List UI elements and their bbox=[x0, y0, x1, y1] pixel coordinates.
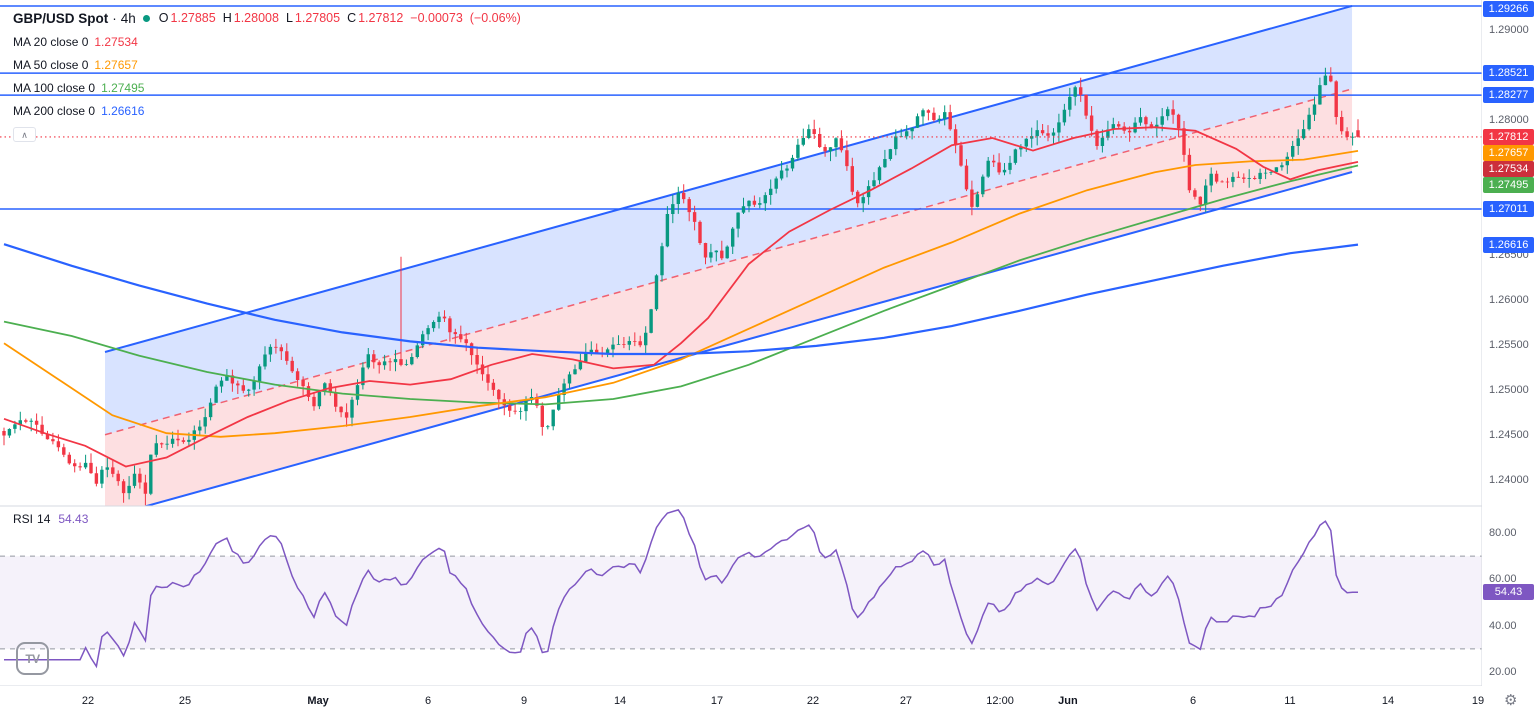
price-change-pct: (−0.06%) bbox=[469, 11, 521, 25]
time-axis[interactable]: ⚙ 22 25 May 6 9 14 17 22 27 12:00 Jun 6 11 14 19 bbox=[0, 686, 1536, 716]
price-axis-badge: 1.26616 bbox=[1483, 236, 1534, 253]
ma-legend-row[interactable]: MA 20 close 0 1.27534 bbox=[13, 30, 521, 53]
ma-legend-row[interactable]: MA 200 close 0 1.26616 bbox=[13, 99, 521, 122]
time-axis-label: Jun bbox=[1058, 695, 1078, 707]
trend-channel-drawing[interactable] bbox=[104, 5, 1353, 518]
ohlc-value: 1.28008 bbox=[233, 11, 279, 25]
symbol-title[interactable]: GBP/USD Spot bbox=[13, 10, 109, 26]
collapse-legend-button[interactable]: ∧ bbox=[13, 127, 36, 142]
time-axis-label: 25 bbox=[178, 695, 192, 707]
ohlc-value: 1.27885 bbox=[170, 11, 216, 25]
settings-gear-icon[interactable]: ⚙ bbox=[1504, 692, 1518, 709]
rsi-param: 14 bbox=[37, 512, 51, 526]
price-axis[interactable]: 1.29000 1.28000 1.26500 1.26000 1.25500 1.250… bbox=[1482, 0, 1536, 686]
time-axis-label: 14 bbox=[1381, 695, 1395, 707]
price-tick-label: 1.24500 bbox=[1489, 429, 1529, 441]
ma-label: MA 50 close 0 bbox=[13, 57, 89, 72]
rsi-legend[interactable]: RSI 14 54.43 bbox=[13, 512, 88, 526]
interval-label[interactable]: 4h bbox=[120, 10, 136, 26]
symbol-row: GBP/USD Spot · 4h O 1.27885 H 1.28008 L 1.278… bbox=[13, 8, 521, 28]
ohlc-value: 1.27812 bbox=[358, 11, 404, 25]
rsi-tick-label: 60.00 bbox=[1489, 573, 1517, 586]
rsi-axis-badge: 54.43 bbox=[1483, 584, 1534, 601]
ma-label: MA 200 close 0 bbox=[13, 103, 96, 118]
rsi-tick-label: 20.00 bbox=[1489, 666, 1517, 679]
time-axis-label: 6 bbox=[1189, 695, 1197, 707]
price-axis-badge: 1.28521 bbox=[1483, 65, 1534, 82]
time-axis-label: 14 bbox=[613, 695, 627, 707]
ma-value: 1.26616 bbox=[101, 103, 145, 118]
rsi-label: RSI bbox=[13, 512, 34, 526]
ma-legend-row[interactable]: MA 100 close 0 1.27495 bbox=[13, 76, 521, 99]
price-tick-label: 1.24000 bbox=[1489, 474, 1529, 486]
time-axis-label: 9 bbox=[520, 695, 528, 707]
ma-label: MA 100 close 0 bbox=[13, 80, 96, 95]
price-change: −0.00073 bbox=[410, 11, 463, 25]
moving-average-lines bbox=[3, 126, 1359, 468]
price-axis-badge: 1.27657 bbox=[1483, 144, 1534, 161]
price-tick-label: 1.26000 bbox=[1489, 294, 1529, 306]
time-axis-label: 19 bbox=[1471, 695, 1485, 707]
ohlc-value: 1.27805 bbox=[294, 11, 341, 25]
rsi-tick-label: 80.00 bbox=[1489, 527, 1517, 539]
time-axis-label: 12:00 bbox=[986, 695, 1014, 707]
ma-value: 1.27495 bbox=[101, 80, 145, 95]
price-axis-badge: 1.28277 bbox=[1483, 87, 1534, 104]
ohlc-key: L bbox=[285, 11, 293, 25]
price-tick-label: 1.25000 bbox=[1489, 384, 1529, 396]
price-axis-badge: 1.27495 bbox=[1483, 176, 1534, 193]
time-axis-label: 17 bbox=[710, 695, 724, 707]
interval-separator: · bbox=[112, 10, 117, 26]
rsi-value: 54.43 bbox=[58, 512, 89, 526]
rsi-plot bbox=[0, 509, 1482, 669]
time-axis-label: 27 bbox=[899, 695, 913, 707]
ohlc-key: O bbox=[158, 11, 169, 25]
tradingview-logo[interactable]: TV bbox=[16, 642, 49, 675]
ohlc-key: H bbox=[222, 11, 232, 25]
time-axis-label: 22 bbox=[806, 695, 820, 707]
price-axis-badge: 1.29266 bbox=[1483, 1, 1534, 17]
price-axis-badge: 1.27534 bbox=[1483, 160, 1534, 177]
horizontal-price-lines[interactable] bbox=[0, 5, 1482, 210]
price-tick-label: 1.29000 bbox=[1489, 24, 1529, 36]
rsi-tick-label: 40.00 bbox=[1489, 619, 1517, 632]
price-axis-badge: 1.27011 bbox=[1483, 201, 1534, 217]
ma-value: 1.27534 bbox=[94, 34, 138, 49]
price-axis-badge: 1.27812 bbox=[1483, 128, 1534, 145]
indicator-legend: MA 20 close 0 1.27534 MA 50 close 0 1.27657… bbox=[13, 30, 521, 122]
ma-label: MA 20 close 0 bbox=[13, 34, 89, 49]
ma-legend-row[interactable]: MA 50 close 0 1.27657 bbox=[13, 53, 521, 76]
time-axis-label: 6 bbox=[424, 695, 432, 707]
time-axis-label: 22 bbox=[81, 695, 95, 707]
time-axis-label: 11 bbox=[1284, 695, 1296, 707]
price-tick-label: 1.28000 bbox=[1489, 114, 1529, 126]
symbol-legend: GBP/USD Spot · 4h O 1.27885 H 1.28008 L 1.278… bbox=[13, 8, 521, 142]
ohlc-values: O 1.27885 H 1.28008 L 1.27805 C 1.27812 bbox=[159, 11, 404, 25]
ma-value: 1.27657 bbox=[94, 57, 138, 72]
price-tick-label: 1.25500 bbox=[1489, 339, 1529, 351]
ohlc-key: C bbox=[347, 11, 357, 25]
candlestick-series bbox=[2, 67, 1360, 506]
time-axis-label: May bbox=[307, 695, 329, 707]
market-status-icon bbox=[142, 14, 150, 22]
